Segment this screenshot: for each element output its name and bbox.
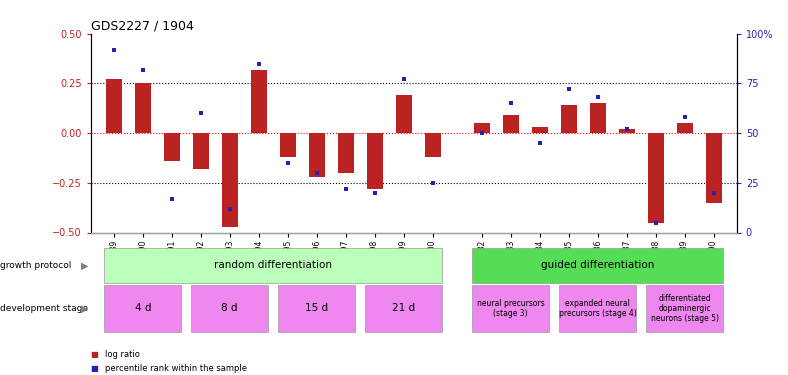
- Bar: [677, 123, 693, 133]
- Bar: [589, 104, 606, 133]
- Point: [165, 196, 178, 202]
- Point: [340, 186, 352, 192]
- Text: expanded neural
precursors (stage 4): expanded neural precursors (stage 4): [559, 299, 637, 318]
- Point: [504, 100, 517, 106]
- Text: differentiated
dopaminergic
neurons (stage 5): differentiated dopaminergic neurons (sta…: [651, 294, 719, 323]
- Bar: [135, 84, 151, 133]
- Point: [533, 140, 546, 146]
- Text: ▶: ▶: [80, 303, 88, 313]
- Bar: [106, 80, 122, 133]
- Text: 15 d: 15 d: [305, 303, 328, 313]
- Text: growth protocol: growth protocol: [0, 261, 72, 270]
- Point: [310, 170, 323, 176]
- Bar: [309, 133, 325, 177]
- Point: [195, 110, 207, 116]
- Bar: [561, 105, 577, 133]
- Text: 4 d: 4 d: [135, 303, 151, 313]
- Point: [678, 114, 691, 120]
- Bar: [474, 123, 490, 133]
- Point: [397, 76, 410, 82]
- Text: ▶: ▶: [80, 260, 88, 270]
- Point: [107, 46, 120, 53]
- Point: [426, 180, 439, 186]
- Point: [475, 130, 488, 136]
- Point: [591, 94, 604, 100]
- Point: [252, 60, 265, 67]
- Bar: [280, 133, 296, 157]
- Point: [563, 86, 575, 92]
- Bar: [503, 115, 519, 133]
- Point: [708, 190, 720, 196]
- Bar: [251, 69, 266, 133]
- Bar: [425, 133, 440, 157]
- Bar: [532, 127, 548, 133]
- Bar: [193, 133, 209, 169]
- Text: percentile rank within the sample: percentile rank within the sample: [105, 364, 247, 373]
- Bar: [648, 133, 663, 223]
- Bar: [396, 95, 411, 133]
- Point: [649, 220, 662, 226]
- Text: log ratio: log ratio: [105, 350, 139, 359]
- Text: development stage: development stage: [0, 304, 88, 313]
- Bar: [337, 133, 354, 173]
- Text: random differentiation: random differentiation: [214, 260, 333, 270]
- Text: neural precursors
(stage 3): neural precursors (stage 3): [477, 299, 545, 318]
- Bar: [619, 129, 634, 133]
- Bar: [164, 133, 180, 161]
- Text: ■: ■: [91, 350, 101, 359]
- Point: [136, 66, 149, 72]
- Text: guided differentiation: guided differentiation: [541, 260, 654, 270]
- Bar: [221, 133, 238, 226]
- Point: [368, 190, 381, 196]
- Point: [281, 160, 294, 166]
- Bar: [705, 133, 722, 202]
- Text: 21 d: 21 d: [392, 303, 415, 313]
- Text: ■: ■: [91, 364, 101, 373]
- Text: 8 d: 8 d: [221, 303, 238, 313]
- Point: [224, 206, 236, 212]
- Text: GDS2227 / 1904: GDS2227 / 1904: [91, 20, 194, 33]
- Bar: [366, 133, 382, 189]
- Point: [620, 126, 633, 132]
